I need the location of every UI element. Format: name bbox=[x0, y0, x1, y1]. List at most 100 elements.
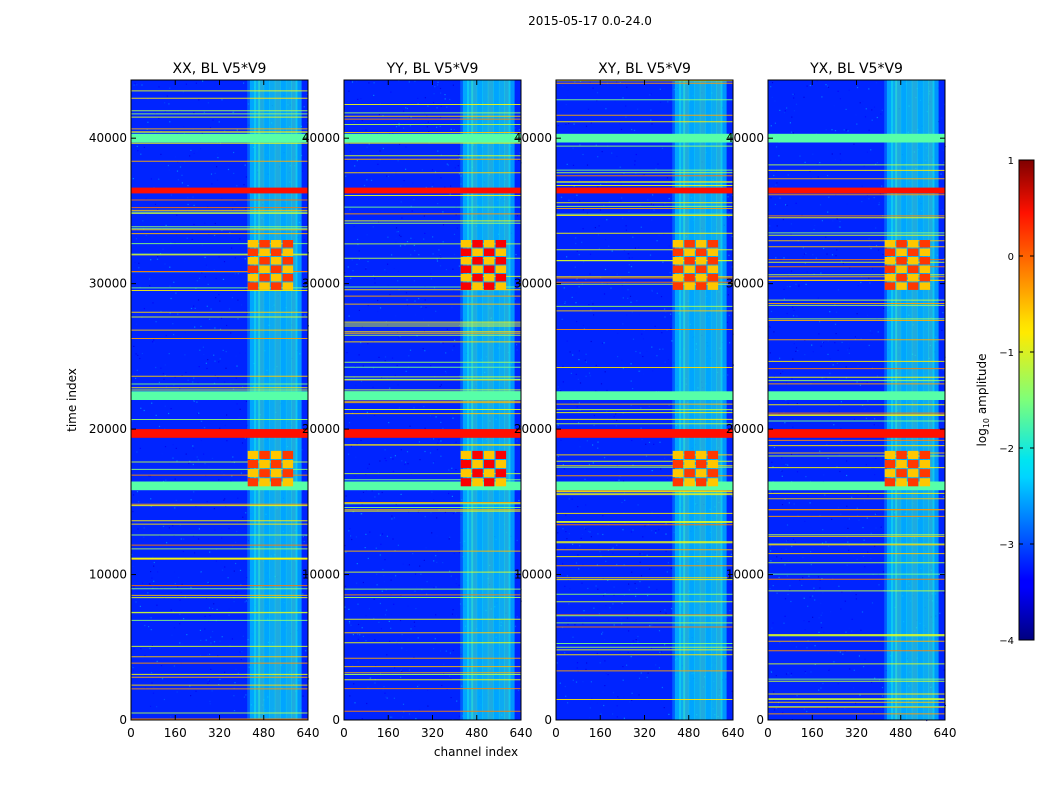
interference-cell bbox=[495, 460, 507, 469]
interference-cell bbox=[896, 257, 907, 265]
interference-cell bbox=[460, 273, 472, 282]
interference-cell bbox=[259, 257, 270, 265]
interference-cell bbox=[495, 450, 507, 459]
colorbar-tick-label: −4 bbox=[999, 636, 1014, 647]
interference-cell bbox=[896, 240, 907, 248]
interference-cell bbox=[884, 240, 896, 248]
interference-cell bbox=[270, 273, 282, 282]
interference-cell bbox=[270, 469, 282, 478]
interference-cell bbox=[707, 282, 719, 290]
interference-cell bbox=[896, 273, 907, 282]
interference-cell bbox=[247, 450, 259, 459]
interference-cell bbox=[472, 469, 483, 478]
time-band bbox=[344, 429, 521, 438]
interference-cell bbox=[483, 282, 495, 290]
interference-cell bbox=[907, 248, 919, 256]
interference-cell bbox=[483, 240, 495, 248]
interference-cell bbox=[884, 265, 896, 273]
panel-title: XX, BL V5*V9 bbox=[173, 61, 267, 77]
interference-cell bbox=[270, 282, 282, 290]
figure-suptitle: 2015-05-17 0.0-24.0 bbox=[528, 14, 652, 28]
x-tick-label: 160 bbox=[377, 726, 400, 740]
interference-cell bbox=[672, 273, 684, 282]
time-band bbox=[768, 187, 945, 194]
interference-cell bbox=[907, 450, 919, 459]
y-tick-label: 30000 bbox=[726, 277, 764, 291]
interference-cell bbox=[472, 248, 483, 256]
strong-time-bands bbox=[768, 133, 945, 491]
interference-cell bbox=[259, 265, 270, 273]
interference-cell bbox=[919, 240, 931, 248]
panel-xy: XY, BL V5*V9 0 160 320 480 640 0 10000 20000 3000… bbox=[514, 61, 745, 740]
interference-cell bbox=[907, 478, 919, 487]
interference-cell bbox=[282, 450, 294, 459]
x-tick-label: 480 bbox=[465, 726, 488, 740]
interference-cell bbox=[282, 282, 294, 290]
time-band bbox=[344, 481, 521, 491]
time-band bbox=[556, 429, 733, 438]
strong-time-bands bbox=[556, 133, 733, 491]
interference-cell bbox=[270, 248, 282, 256]
interference-cell bbox=[460, 257, 472, 265]
y-tick-label: 40000 bbox=[514, 131, 552, 145]
interference-cell bbox=[695, 282, 707, 290]
interference-cell bbox=[907, 240, 919, 248]
interference-cell bbox=[495, 257, 507, 265]
x-tick-label: 480 bbox=[252, 726, 275, 740]
interference-cell bbox=[684, 240, 695, 248]
interference-cell bbox=[282, 478, 294, 487]
interference-cell bbox=[695, 257, 707, 265]
interference-cell bbox=[472, 478, 483, 487]
interference-cell bbox=[460, 478, 472, 487]
interference-cell bbox=[684, 460, 695, 469]
interference-cell bbox=[695, 450, 707, 459]
interference-cell bbox=[707, 240, 719, 248]
x-tick-label: 0 bbox=[340, 726, 348, 740]
interference-cell bbox=[270, 240, 282, 248]
interference-cell bbox=[884, 469, 896, 478]
colorbar-tick-label: −2 bbox=[999, 444, 1014, 455]
interference-cell bbox=[695, 460, 707, 469]
interference-cell bbox=[282, 273, 294, 282]
y-tick-label: 20000 bbox=[726, 422, 764, 436]
x-tick-label: 320 bbox=[421, 726, 444, 740]
interference-blocks bbox=[247, 240, 294, 487]
interference-cell bbox=[270, 257, 282, 265]
colorbar-label: log10 amplitude bbox=[975, 354, 991, 447]
interference-cell bbox=[247, 478, 259, 487]
interference-cell bbox=[896, 248, 907, 256]
interference-cell bbox=[896, 469, 907, 478]
interference-cell bbox=[684, 265, 695, 273]
interference-cell bbox=[247, 273, 259, 282]
interference-cell bbox=[684, 478, 695, 487]
interference-cell bbox=[896, 450, 907, 459]
time-band bbox=[768, 133, 945, 143]
interference-cell bbox=[282, 460, 294, 469]
y-tick-label: 40000 bbox=[726, 131, 764, 145]
interference-cell bbox=[919, 282, 931, 290]
interference-cell bbox=[907, 273, 919, 282]
panel-yy: YY, BL V5*V9 0 160 320 480 640 0 10000 20000 3000… bbox=[302, 61, 533, 740]
interference-cell bbox=[896, 460, 907, 469]
interference-cell bbox=[259, 240, 270, 248]
interference-cell bbox=[495, 478, 507, 487]
y-tick-label: 30000 bbox=[302, 277, 340, 291]
interference-cell bbox=[472, 282, 483, 290]
x-tick-label: 160 bbox=[589, 726, 612, 740]
time-band bbox=[131, 187, 308, 194]
y-tick-label: 20000 bbox=[89, 422, 127, 436]
x-tick-label: 320 bbox=[633, 726, 656, 740]
interference-cell bbox=[672, 248, 684, 256]
interference-cell bbox=[684, 450, 695, 459]
interference-cell bbox=[907, 282, 919, 290]
interference-cell bbox=[270, 478, 282, 487]
interference-cell bbox=[919, 265, 931, 273]
colorbar-tick-label: 1 bbox=[1008, 156, 1014, 167]
interference-cell bbox=[282, 240, 294, 248]
interference-cell bbox=[896, 265, 907, 273]
interference-cell bbox=[884, 460, 896, 469]
interference-cell bbox=[884, 257, 896, 265]
interference-cell bbox=[707, 460, 719, 469]
x-tick-label: 640 bbox=[934, 726, 957, 740]
interference-blocks bbox=[672, 240, 719, 487]
